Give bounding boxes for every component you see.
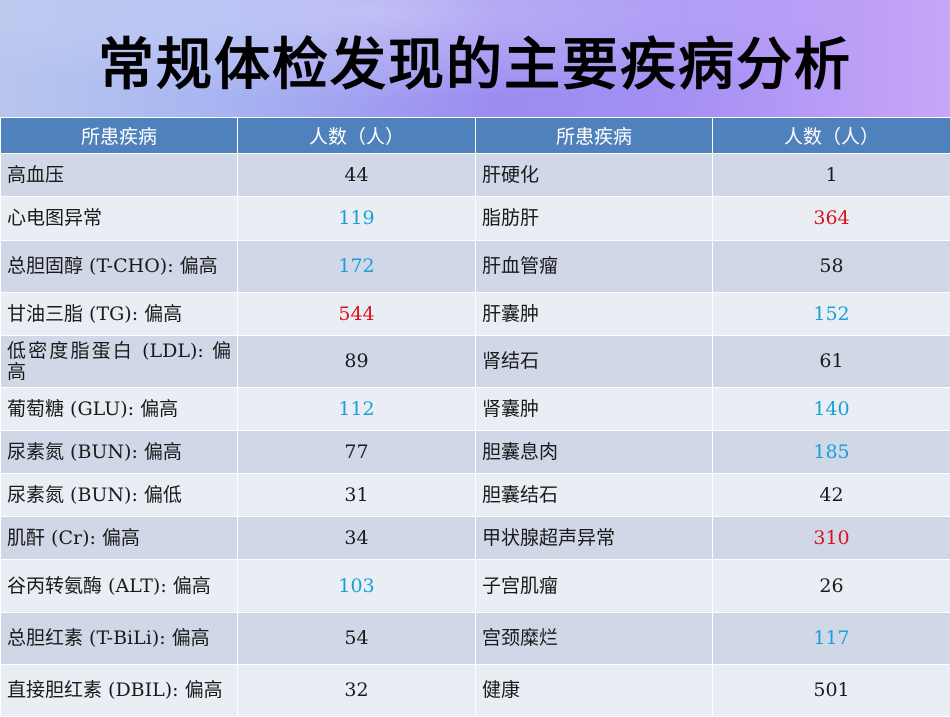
patient-count-right: 364 [713,197,950,241]
patient-count-right: 152 [713,293,950,336]
patient-count-right: 61 [713,336,950,388]
patient-count-right: 26 [713,560,950,613]
disease-name-right: 肾囊肿 [476,388,713,431]
disease-name-left: 心电图异常 [1,197,238,241]
disease-name-left: 谷丙转氨酶 (ALT): 偏高 [1,560,238,613]
disease-name-right: 甲状腺超声异常 [476,517,713,560]
patient-count-left: 112 [238,388,476,431]
patient-count-right: 501 [713,665,950,717]
disease-name-right: 肝血管瘤 [476,241,713,293]
patient-count-left: 34 [238,517,476,560]
disease-name-left: 高血压 [1,154,238,197]
disease-name-right: 子宫肌瘤 [476,560,713,613]
patient-count-left: 544 [238,293,476,336]
patient-count-left: 172 [238,241,476,293]
disease-name-right: 脂肪肝 [476,197,713,241]
header-disease-right: 所患疾病 [476,118,713,154]
disease-name-right: 宫颈糜烂 [476,613,713,665]
disease-name-left: 总胆红素 (T-BiLi): 偏高 [1,613,238,665]
patient-count-left: 89 [238,336,476,388]
disease-name-right: 肝硬化 [476,154,713,197]
patient-count-left: 32 [238,665,476,717]
disease-name-left: 肌酐 (Cr): 偏高 [1,517,238,560]
header-count-left: 人数（人） [238,118,476,154]
patient-count-right: 140 [713,388,950,431]
patient-count-right: 58 [713,241,950,293]
disease-name-left: 直接胆红素 (DBIL): 偏高 [1,665,238,717]
page-title: 常规体检发现的主要疾病分析 [0,30,950,102]
patient-count-left: 54 [238,613,476,665]
disease-name-left: 尿素氮 (BUN): 偏低 [1,474,238,517]
disease-name-left: 甘油三脂 (TG): 偏高 [1,293,238,336]
disease-name-right: 胆囊息肉 [476,431,713,474]
disease-name-right: 肝囊肿 [476,293,713,336]
disease-name-left: 低密度脂蛋白 (LDL): 偏高 [1,336,238,388]
table-header-row: 所患疾病 人数（人） 所患疾病 人数（人） [1,118,950,154]
disease-name-right: 胆囊结石 [476,474,713,517]
disease-name-left: 尿素氮 (BUN): 偏高 [1,431,238,474]
patient-count-left: 119 [238,197,476,241]
patient-count-left: 44 [238,154,476,197]
patient-count-right: 117 [713,613,950,665]
patient-count-left: 77 [238,431,476,474]
patient-count-right: 42 [713,474,950,517]
patient-count-right: 185 [713,431,950,474]
patient-count-left: 31 [238,474,476,517]
header-disease-left: 所患疾病 [1,118,238,154]
patient-count-right: 310 [713,517,950,560]
disease-name-left: 葡萄糖 (GLU): 偏高 [1,388,238,431]
header-count-right: 人数（人） [713,118,950,154]
disease-name-left: 总胆固醇 (T-CHO): 偏高 [1,241,238,293]
patient-count-left: 103 [238,560,476,613]
patient-count-right: 1 [713,154,950,197]
disease-name-right: 健康 [476,665,713,717]
disease-name-right: 肾结石 [476,336,713,388]
